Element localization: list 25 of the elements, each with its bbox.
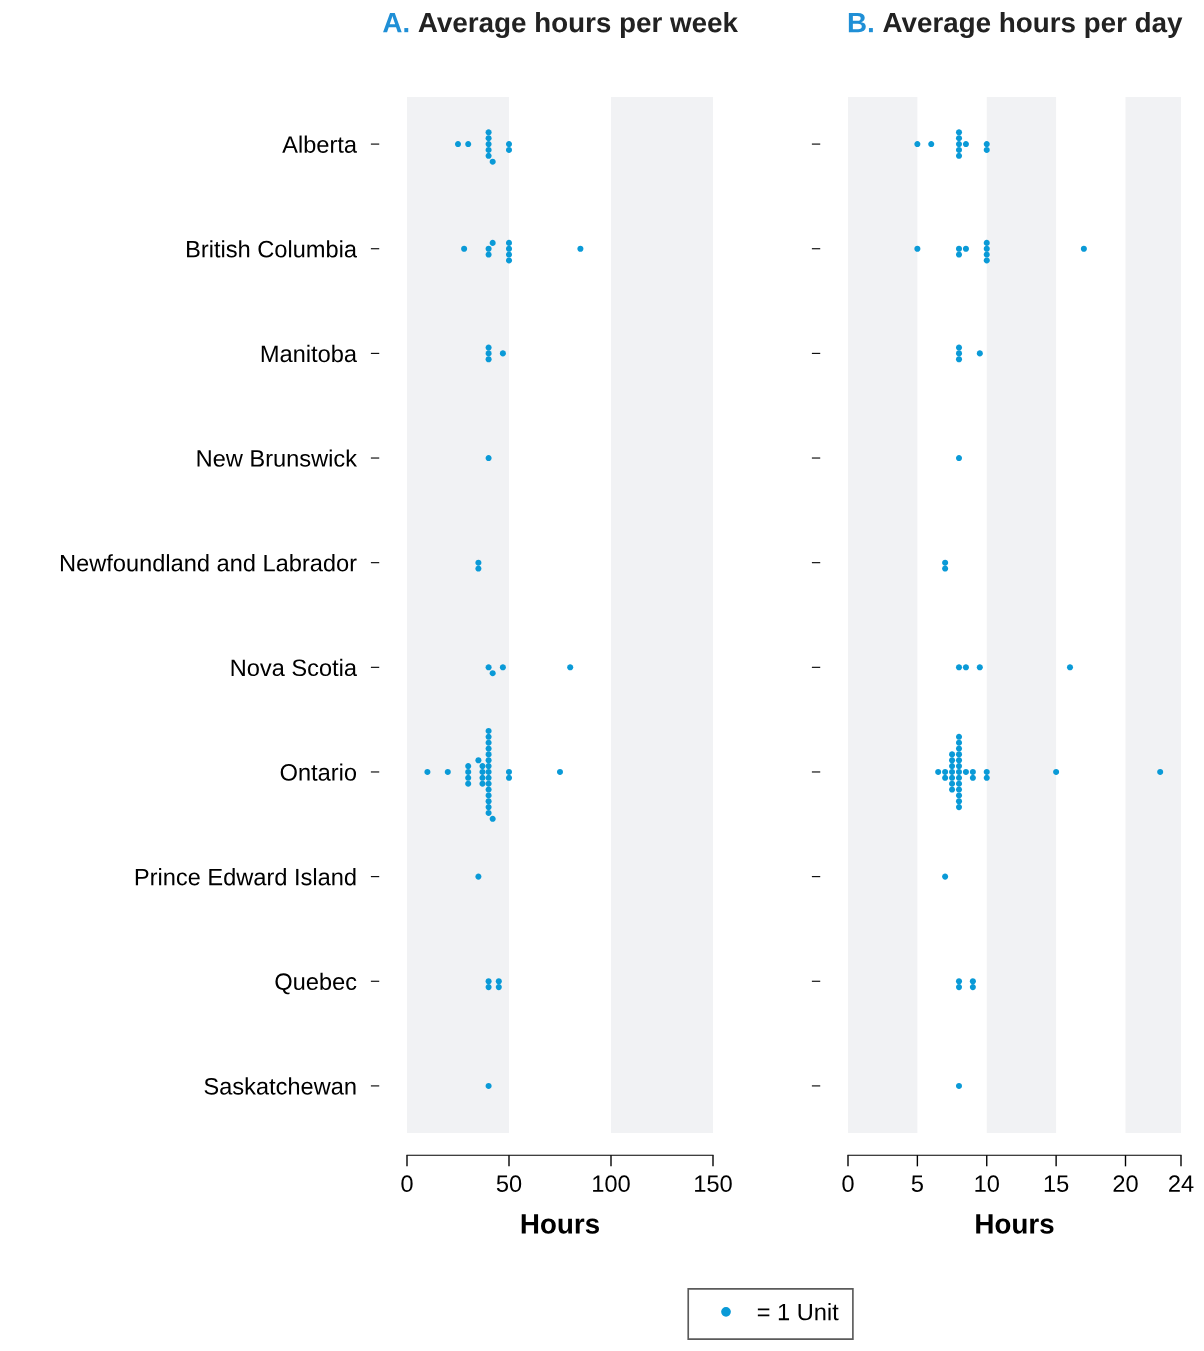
x-axis-title: Hours [521,1214,599,1234]
chart-title: B. Average hours per day [848,11,1183,39]
y-tick-label: Nova Scotia [231,658,357,677]
x-tick-label: 0 [842,1175,854,1193]
x-axis-title: Hours [976,1214,1054,1234]
x-tick-label: 50 [496,1175,522,1193]
y-tick-label: Ontario [280,763,357,781]
x-tick-label: 0 [401,1175,413,1193]
x-tick-label: 20 [1113,1175,1138,1193]
y-tick-label: Alberta [282,135,357,153]
y-tick-label: Manitoba [261,344,358,363]
y-tick-label: British Columbia [187,240,358,258]
x-tick-label: 150 [695,1175,732,1193]
x-tick-label: 100 [593,1175,630,1193]
legend-label: = 1 Unit [757,1303,839,1321]
x-tick-label: 5 [911,1175,923,1193]
y-tick-label: Prince Edward Island [135,868,356,886]
x-tick-label: 15 [1044,1175,1069,1193]
y-tick-label: New Brunswick [197,449,358,467]
y-tick-label: Saskatchewan [204,1077,356,1095]
x-tick-label: 10 [975,1175,999,1193]
chart-title: A. Average hours per week [383,11,738,39]
x-tick-label: 24 [1169,1175,1194,1192]
y-tick-label: Quebec [275,972,357,995]
y-tick-label: Newfoundland and Labrador [60,554,357,572]
